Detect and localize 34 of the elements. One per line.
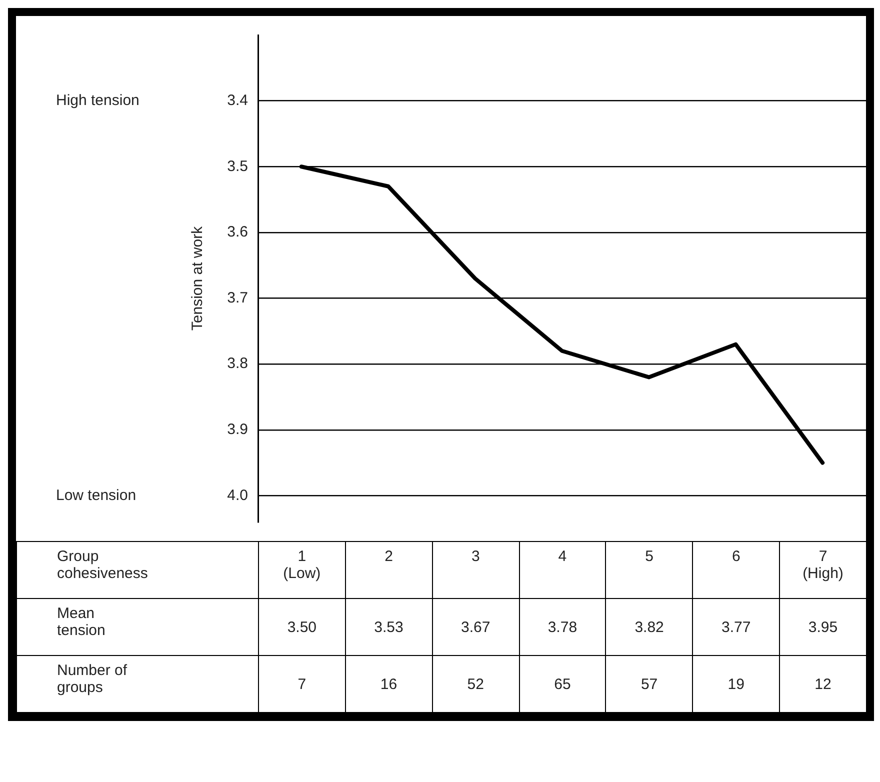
x-tick-label: 4 — [557, 548, 568, 565]
y-tick-label: 3.9 — [227, 421, 248, 438]
y-tick-label: 4.0 — [227, 486, 248, 504]
x-tick-label: 2 — [384, 548, 394, 565]
data-label: 3.67 — [432, 598, 520, 656]
data-label: 3.95 — [780, 598, 866, 656]
y-tick-label: 3.4 — [227, 92, 248, 109]
x-tick-label: 7 (High) — [802, 548, 844, 582]
x-tick-label: 3 — [470, 548, 481, 565]
text: 19 — [692, 656, 780, 712]
data-label: 3.78 — [519, 598, 606, 656]
text: 16 — [345, 656, 432, 712]
text: Low tension — [56, 486, 136, 504]
text: 7 — [258, 656, 346, 712]
data-label: 3.50 — [258, 598, 346, 656]
text: 52 — [432, 656, 520, 712]
text: Mean tension — [57, 605, 106, 639]
y-tick-label: 3.7 — [227, 289, 248, 306]
text: High tension — [56, 92, 140, 109]
data-label: 3.77 — [692, 598, 780, 656]
x-tick-label: 5 — [644, 548, 654, 565]
text: 57 — [606, 656, 693, 712]
y-axis-title: Tension at work — [189, 226, 206, 331]
text: 65 — [519, 656, 606, 712]
text: Number of groups — [57, 662, 128, 696]
data-label: 3.53 — [345, 598, 432, 656]
text: 12 — [780, 656, 866, 712]
x-tick-label: 6 — [730, 548, 742, 565]
y-tick-label: 3.6 — [227, 224, 248, 241]
x-tick-label: 1 (Low) — [282, 548, 322, 582]
y-tick-label: 3.8 — [227, 355, 248, 372]
data-label: 3.82 — [606, 598, 693, 656]
y-tick-label: 3.5 — [227, 158, 248, 175]
text: Group cohesiveness — [57, 548, 149, 582]
